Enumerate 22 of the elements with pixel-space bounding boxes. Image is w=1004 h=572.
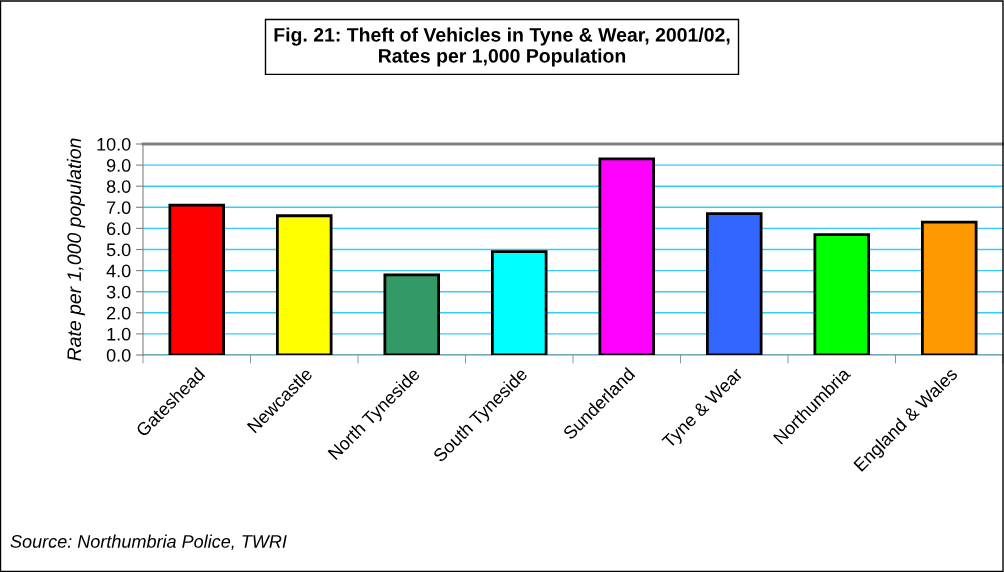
chart-title: Fig. 21: Theft of Vehicles in Tyne & Wear, 2001/02, Rates per 1,000 Population — [274, 27, 730, 67]
y-tick-label: 5.0 — [106, 243, 131, 257]
y-tick-label: 4.0 — [106, 264, 131, 278]
bar — [920, 220, 978, 355]
y-tick-label: 2.0 — [107, 306, 131, 320]
bar — [813, 233, 871, 355]
bar — [383, 273, 441, 355]
bar — [490, 250, 548, 355]
source-note: Source: Northumbria Police, TWRI — [10, 534, 287, 550]
y-tick-label: 9.0 — [106, 159, 131, 172]
y-tick-label: 0.0 — [106, 348, 131, 362]
y-tick-label: 8.0 — [106, 180, 131, 193]
y-tick-label: 1.0 — [107, 327, 131, 341]
y-tick-label: 7.0 — [107, 201, 131, 215]
bar — [705, 212, 763, 355]
bar — [275, 214, 333, 355]
y-axis-title: Rate per 1,000 population — [66, 138, 85, 361]
bar — [168, 203, 226, 355]
y-tick-label: 3.0 — [106, 285, 131, 299]
y-tick-label: 10.0 — [97, 137, 131, 151]
bar — [598, 157, 656, 355]
y-tick-label: 6.0 — [107, 222, 131, 236]
